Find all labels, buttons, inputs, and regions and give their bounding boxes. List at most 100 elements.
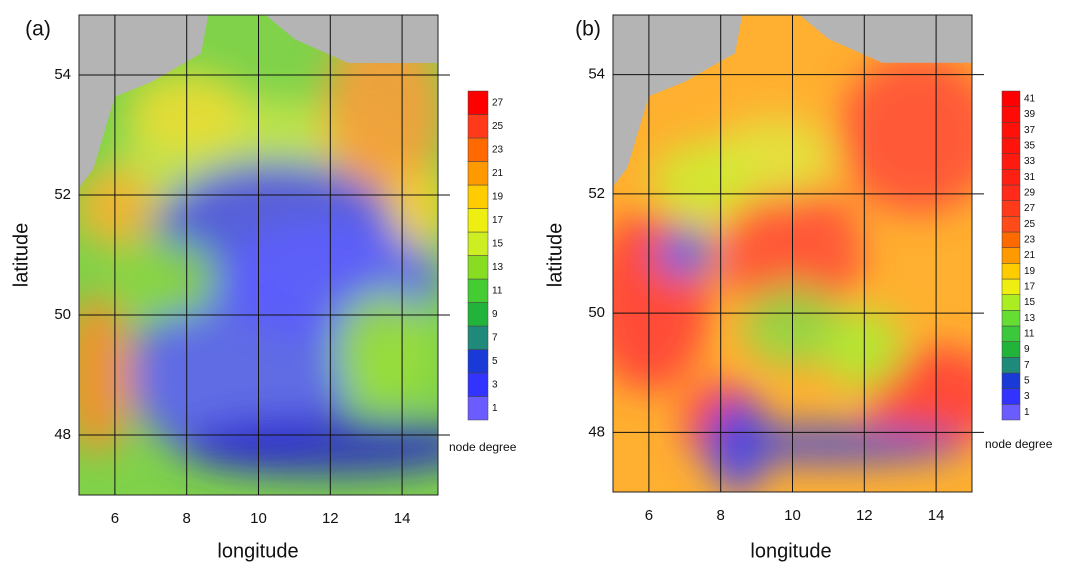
colorbar-label: 39	[1024, 109, 1036, 120]
colorbar-label: 23	[492, 144, 504, 155]
colorbar-label: 21	[1024, 250, 1036, 261]
colorbar-box	[1001, 216, 1021, 233]
colorbar-label: 23	[1024, 234, 1036, 245]
colorbar-label: 25	[492, 121, 504, 132]
colorbar-box	[467, 137, 489, 162]
y-tick-label: 52	[588, 185, 605, 202]
colorbar-label: 41	[1024, 93, 1036, 104]
y-tick-label: 48	[588, 423, 605, 440]
x-tick-label: 6	[111, 510, 119, 527]
sea	[799, 15, 972, 63]
colorbar-label: 27	[492, 97, 504, 108]
y-axis-label: latitude	[10, 223, 32, 288]
colorbar-box	[1001, 137, 1021, 154]
map-blob	[688, 424, 969, 465]
colorbar-box	[1001, 247, 1021, 264]
colorbar-label: 15	[492, 238, 504, 249]
map-field	[613, 15, 972, 492]
colorbar-label: 15	[1024, 297, 1036, 308]
colorbar-label: 19	[1024, 266, 1036, 277]
panel-label: (b)	[575, 18, 601, 41]
colorbar-box	[1001, 231, 1021, 248]
map-blob	[79, 295, 132, 455]
map-blob	[838, 54, 972, 215]
colorbar-label: 1	[1024, 407, 1030, 418]
x-axis-label: longitude	[217, 540, 298, 562]
colorbar-box	[1001, 184, 1021, 201]
colorbar-box	[467, 278, 489, 303]
x-tick-label: 12	[322, 510, 339, 527]
colorbar-label: 25	[1024, 219, 1036, 230]
colorbar-label: 13	[1024, 313, 1036, 324]
colorbar-box	[1001, 310, 1021, 327]
map-blob	[652, 141, 753, 222]
y-tick-label: 54	[54, 66, 71, 83]
map-blob	[390, 167, 438, 247]
colorbar-label: 27	[1024, 203, 1036, 214]
map-blobs	[613, 54, 972, 492]
colorbar-box	[1001, 341, 1021, 358]
map-blob	[180, 417, 438, 477]
y-tick-label: 50	[588, 304, 605, 321]
colorbar-label: 7	[1024, 360, 1030, 371]
colorbar-box	[467, 349, 489, 374]
colorbar-label: 9	[492, 309, 498, 320]
colorbar-box	[467, 396, 489, 421]
colorbar-box	[1001, 169, 1021, 186]
colorbar-box	[1001, 200, 1021, 217]
colorbar-box	[1001, 106, 1021, 123]
colorbar-box	[1001, 263, 1021, 280]
sea	[613, 15, 743, 187]
x-tick-label: 10	[784, 507, 801, 524]
map-blob	[654, 228, 715, 279]
sea	[265, 15, 438, 63]
colorbar-label: 17	[1024, 281, 1036, 292]
colorbar-box	[467, 231, 489, 256]
colorbar-label: 3	[492, 379, 498, 390]
colorbar-box	[1001, 153, 1021, 170]
colorbar-box	[467, 325, 489, 350]
x-tick-label: 6	[645, 507, 653, 524]
colorbar-box	[1001, 404, 1021, 421]
colorbar-label: 35	[1024, 140, 1036, 151]
colorbar-box	[1001, 122, 1021, 139]
colorbar-title: node degree	[985, 437, 1053, 451]
colorbar-box	[1001, 294, 1021, 311]
y-tick-label: 48	[54, 426, 71, 443]
colorbar-box	[467, 90, 489, 115]
x-tick-label: 10	[250, 510, 267, 527]
colorbar-label: 33	[1024, 156, 1036, 167]
colorbar-box	[1001, 357, 1021, 374]
map-blobs	[79, 21, 438, 477]
x-tick-label: 12	[856, 507, 873, 524]
colorbar-label: 1	[492, 403, 498, 414]
colorbar-label: 13	[492, 262, 504, 273]
map-field	[79, 15, 438, 495]
colorbar-box	[1001, 325, 1021, 342]
map-blob	[79, 167, 155, 247]
colorbar-label: 11	[492, 285, 503, 296]
x-tick-label: 8	[183, 510, 191, 527]
x-axis-label: longitude	[750, 540, 831, 562]
map-blob	[118, 239, 219, 319]
colorbar-box	[1001, 388, 1021, 405]
colorbar-box	[467, 302, 489, 327]
colorbar-label: 21	[492, 168, 504, 179]
colorbar-title: node degree	[449, 440, 517, 454]
colorbar-label: 29	[1024, 187, 1036, 198]
y-axis-label: latitude	[544, 223, 566, 288]
colorbar-box	[467, 114, 489, 139]
sea	[79, 15, 209, 188]
map-blob	[324, 21, 438, 201]
x-tick-label: 14	[928, 507, 945, 524]
y-tick-label: 52	[54, 186, 71, 203]
y-tick-label: 50	[54, 306, 71, 323]
x-tick-label: 8	[717, 507, 725, 524]
colorbar-label: 3	[1024, 391, 1030, 402]
colorbar-box	[467, 161, 489, 186]
colorbar-label: 5	[492, 356, 498, 367]
colorbar-box	[467, 255, 489, 280]
colorbar-label: 11	[1024, 328, 1035, 339]
